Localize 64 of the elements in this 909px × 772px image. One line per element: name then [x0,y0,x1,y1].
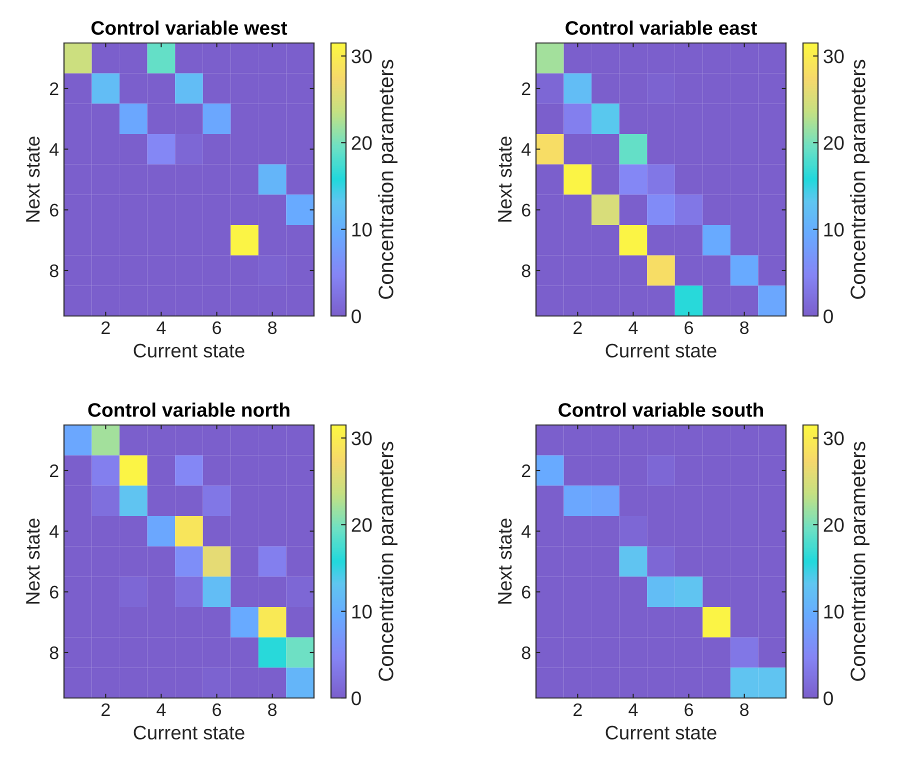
y-tick-label: 8 [50,646,58,660]
color-bar-title: Concentration parameters [850,60,870,299]
x-axis-title: Current state [606,726,716,740]
y-tick-label: 4 [50,525,59,538]
x-tick-label: 2 [102,703,110,716]
color-bar-label: 20 [824,136,844,150]
x-axis-title: Current state [134,344,244,358]
color-bar-label: 20 [352,518,372,532]
color-bar-title: Concentration parameters [378,442,398,681]
color-bar-label: 10 [352,222,372,237]
color-bar-label: 20 [352,136,372,150]
x-tick-label: 2 [102,321,110,334]
color-bar-label: 0 [352,309,361,324]
x-tick-label: 6 [684,321,694,334]
y-tick-label: 6 [522,586,530,599]
y-tick-label: 8 [50,264,58,278]
y-tick-label: 6 [50,204,58,217]
x-tick-label: 8 [268,321,277,334]
color-bar-label: 0 [824,691,833,706]
y-tick-label: 2 [522,82,530,96]
color-bar-label: 30 [824,49,844,64]
y-tick-label: 2 [50,464,58,478]
y-axis-title: Next state [26,136,40,222]
x-tick-label: 6 [212,703,222,716]
color-bar-label: 0 [824,309,833,324]
chart-title: Control variable west [91,20,288,35]
y-axis-title: Next state [498,518,512,604]
x-tick-label: 4 [156,322,166,334]
x-tick-label: 2 [574,321,582,334]
color-bar-label: 0 [352,691,361,706]
y-tick-label: 4 [522,525,531,538]
chart-title: Control variable east [566,20,757,35]
chart-title: Control variable north [88,402,290,417]
y-tick-label: 4 [50,143,59,156]
x-tick-label: 8 [740,703,749,716]
y-tick-label: 6 [522,204,530,217]
y-tick-label: 8 [522,264,530,278]
y-tick-label: 4 [522,143,531,156]
x-tick-label: 6 [212,321,222,334]
x-tick-label: 6 [684,703,694,716]
color-bar-title: Concentration parameters [378,60,398,299]
chart-title: Control variable south [558,402,763,417]
x-tick-label: 4 [628,704,638,716]
x-axis-title: Current state [606,344,716,358]
color-bar-label: 30 [824,431,844,446]
x-tick-label: 4 [156,704,166,716]
y-tick-label: 2 [522,464,530,478]
x-tick-label: 8 [268,703,277,716]
color-bar-title: Concentration parameters [850,442,870,681]
color-bar-label: 10 [824,604,844,619]
x-axis-title: Current state [134,726,244,740]
y-tick-label: 2 [50,82,58,96]
y-tick-label: 6 [50,586,58,599]
color-bar-label: 10 [352,604,372,619]
color-bar-label: 30 [352,49,372,64]
x-tick-label: 8 [740,321,749,334]
color-bar-label: 20 [824,518,844,532]
x-tick-label: 4 [628,322,638,334]
y-axis-title: Next state [26,518,40,604]
x-tick-label: 2 [574,703,582,716]
color-bar-label: 30 [352,431,372,446]
color-bar-label: 10 [824,222,844,237]
y-axis-title: Next state [498,136,512,222]
y-tick-label: 8 [522,646,530,660]
